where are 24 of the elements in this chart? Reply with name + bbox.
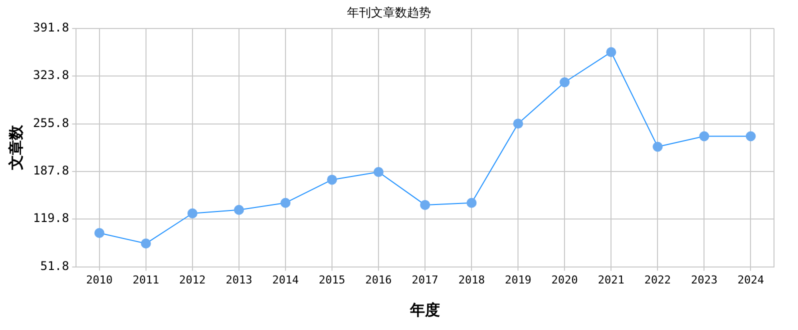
x-tick-label: 2011 <box>132 273 160 286</box>
x-axis-title: 年度 <box>409 300 440 319</box>
x-tick-label: 2017 <box>412 273 438 286</box>
y-tick-label: 255.8 <box>33 116 70 130</box>
x-tick-label: 2021 <box>598 273 624 286</box>
x-tick-label: 2010 <box>86 273 113 286</box>
x-tick-label: 2018 <box>458 273 485 286</box>
x-tick-label: 2020 <box>551 273 578 286</box>
x-tick-label: 2013 <box>226 273 252 286</box>
y-tick-label: 51.8 <box>40 258 70 273</box>
y-tick-label: 119.8 <box>33 211 70 226</box>
chart-title: 年刊文章数趋势 <box>347 5 431 20</box>
y-tick-label: 391.8 <box>33 20 70 35</box>
x-tick-label: 2014 <box>272 273 300 286</box>
x-tick-label: 2024 <box>737 273 764 286</box>
x-tick-label: 2015 <box>318 273 346 286</box>
x-tick-label: 2022 <box>644 273 671 286</box>
y-tick-label: 187.8 <box>33 164 70 178</box>
y-tick-label: 323.8 <box>33 68 70 82</box>
x-tick-label: 2019 <box>504 273 532 286</box>
x-tick-label: 2016 <box>365 273 392 286</box>
y-axis-title: 文章数 <box>6 124 25 172</box>
x-tick-label: 2012 <box>179 273 206 286</box>
x-tick-label: 2023 <box>690 273 718 286</box>
